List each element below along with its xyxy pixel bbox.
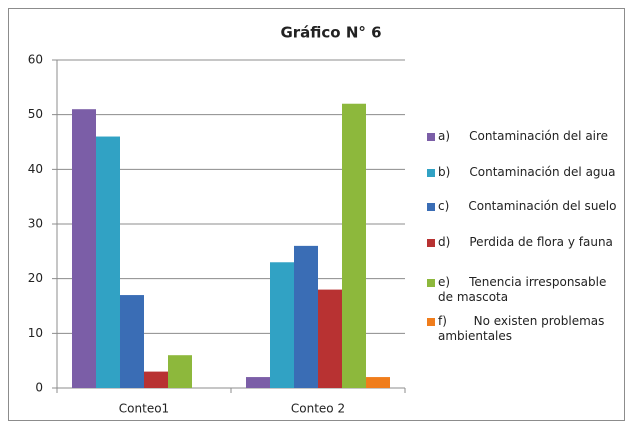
- bar: [168, 355, 192, 388]
- y-tick-label: 40: [28, 162, 43, 176]
- legend-label: a) Contaminación del aire: [438, 129, 609, 143]
- legend-swatch: [427, 169, 435, 177]
- bar: [72, 109, 96, 388]
- y-tick-label: 0: [35, 381, 43, 395]
- y-tick-label: 60: [28, 53, 43, 67]
- y-tick-label: 30: [28, 217, 43, 231]
- bar: [246, 377, 270, 388]
- y-tick-label: 20: [28, 271, 43, 285]
- legend-swatch: [427, 203, 435, 211]
- bar: [342, 103, 366, 388]
- bar: [270, 262, 294, 388]
- x-tick-label: Conteo 2: [291, 402, 345, 416]
- chart-title: Gráfico N° 6: [280, 24, 381, 42]
- bar: [318, 289, 342, 388]
- legend-label: f) No existen problemas ambientales: [438, 314, 609, 343]
- bar: [144, 371, 168, 388]
- bar: [366, 377, 390, 388]
- bar: [294, 245, 318, 388]
- x-tick-label: Conteo1: [119, 402, 169, 416]
- y-tick-label: 10: [28, 326, 43, 340]
- legend-swatch: [427, 133, 435, 141]
- bar: [120, 295, 144, 388]
- legend-swatch: [427, 279, 435, 287]
- legend-label: c) Contaminación del suelo: [438, 199, 617, 213]
- legend-label: b) Contaminación del agua: [438, 165, 616, 179]
- bar: [96, 136, 120, 388]
- legend-swatch: [427, 239, 435, 247]
- legend-label: d) Perdida de flora y fauna: [438, 235, 613, 249]
- legend-swatch: [427, 318, 435, 326]
- legend-label: e) Tenencia irresponsable de mascota: [438, 275, 611, 304]
- y-tick-label: 50: [28, 107, 43, 121]
